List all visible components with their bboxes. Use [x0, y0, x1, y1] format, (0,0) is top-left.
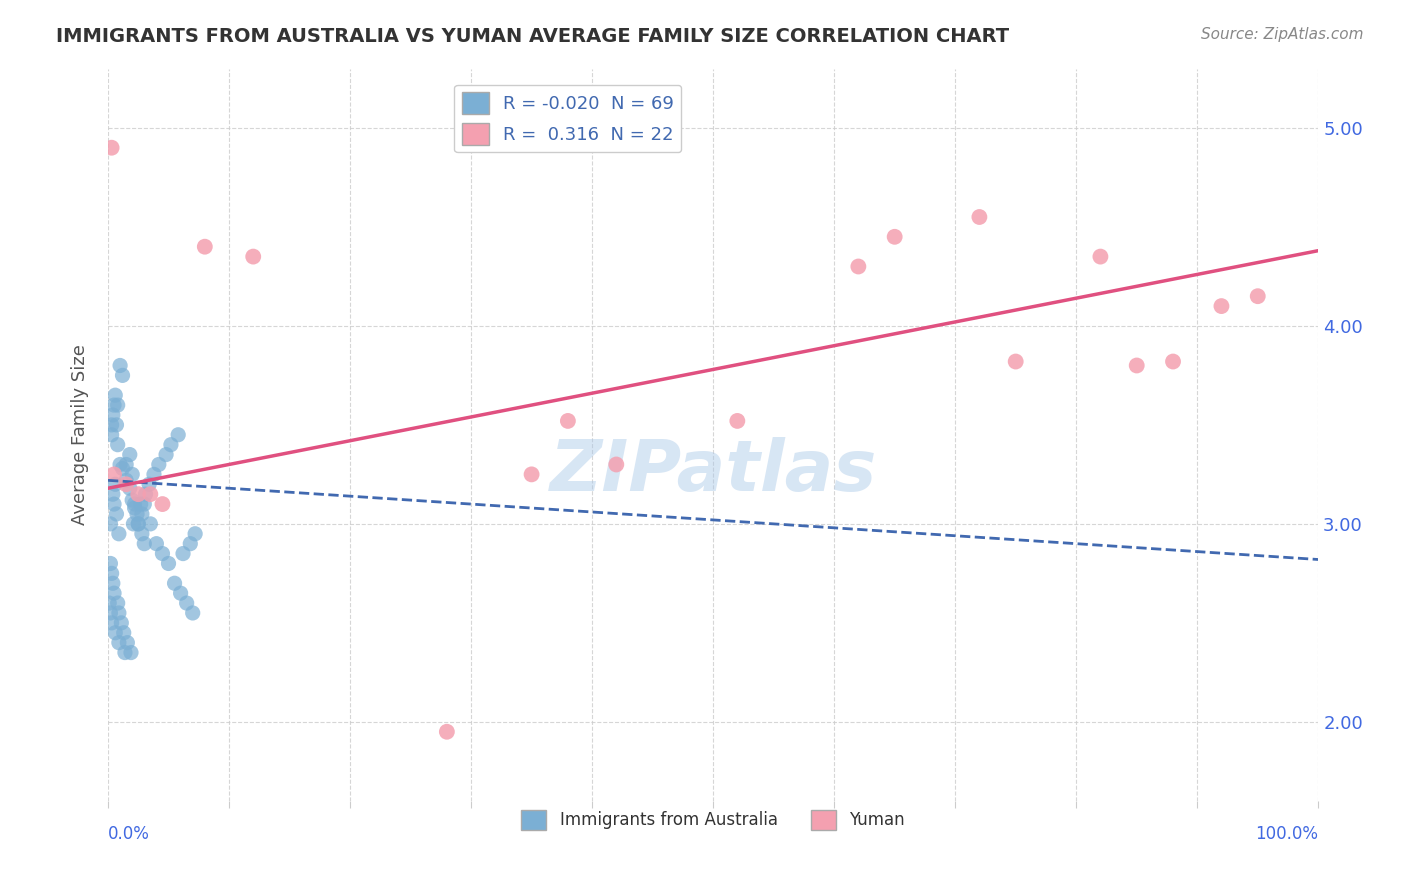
Point	[1004, 354, 1026, 368]
Point	[108, 635, 131, 649]
Point	[107, 438, 129, 452]
Point	[111, 461, 134, 475]
Text: ZIPatlas: ZIPatlas	[550, 437, 877, 506]
Point	[181, 606, 204, 620]
Text: IMMIGRANTS FROM AUSTRALIA VS YUMAN AVERAGE FAMILY SIZE CORRELATION CHART: IMMIGRANTS FROM AUSTRALIA VS YUMAN AVERA…	[56, 27, 1010, 45]
Point	[104, 388, 127, 402]
Point	[169, 586, 191, 600]
Text: Source: ZipAtlas.com: Source: ZipAtlas.com	[1201, 27, 1364, 42]
Text: 0.0%: 0.0%	[108, 825, 150, 843]
Point	[846, 260, 869, 274]
Point	[105, 507, 128, 521]
Point	[163, 576, 186, 591]
Point	[134, 497, 156, 511]
Point	[101, 487, 124, 501]
Point	[1161, 354, 1184, 368]
Point	[139, 487, 162, 501]
Point	[118, 448, 141, 462]
Point	[138, 477, 160, 491]
Point	[100, 606, 122, 620]
Point	[100, 427, 122, 442]
Point	[103, 467, 125, 482]
Point	[148, 458, 170, 472]
Point	[242, 250, 264, 264]
Point	[111, 368, 134, 383]
Point	[98, 596, 121, 610]
Point	[122, 516, 145, 531]
Point	[110, 615, 132, 630]
Point	[107, 398, 129, 412]
Point	[107, 596, 129, 610]
Point	[152, 547, 174, 561]
Point	[131, 526, 153, 541]
Y-axis label: Average Family Size: Average Family Size	[72, 344, 89, 525]
Point	[725, 414, 748, 428]
Point	[520, 467, 543, 482]
Point	[112, 625, 135, 640]
Point	[605, 458, 627, 472]
Point	[108, 606, 131, 620]
Text: 100.0%: 100.0%	[1256, 825, 1319, 843]
Point	[125, 507, 148, 521]
Point	[100, 557, 122, 571]
Point	[103, 398, 125, 412]
Point	[131, 507, 153, 521]
Point	[129, 497, 152, 511]
Point	[103, 586, 125, 600]
Point	[1125, 359, 1147, 373]
Point	[114, 646, 136, 660]
Point	[167, 427, 190, 442]
Point	[139, 516, 162, 531]
Point	[152, 497, 174, 511]
Point	[160, 438, 183, 452]
Point	[115, 473, 138, 487]
Point	[115, 477, 138, 491]
Point	[172, 547, 194, 561]
Point	[101, 576, 124, 591]
Point	[124, 501, 146, 516]
Point	[100, 417, 122, 432]
Point	[134, 487, 156, 501]
Point	[120, 646, 142, 660]
Point	[121, 467, 143, 482]
Point	[179, 536, 201, 550]
Point	[143, 467, 166, 482]
Point	[101, 408, 124, 422]
Legend: Immigrants from Australia, Yuman: Immigrants from Australia, Yuman	[515, 803, 911, 837]
Point	[127, 516, 149, 531]
Point	[117, 635, 139, 649]
Point	[557, 414, 579, 428]
Point	[104, 625, 127, 640]
Point	[134, 536, 156, 550]
Point	[100, 141, 122, 155]
Point	[118, 481, 141, 495]
Point	[157, 557, 180, 571]
Point	[100, 516, 122, 531]
Point	[194, 240, 217, 254]
Point	[1211, 299, 1233, 313]
Point	[127, 516, 149, 531]
Point	[1090, 250, 1112, 264]
Point	[115, 458, 138, 472]
Point	[155, 448, 177, 462]
Point	[436, 724, 458, 739]
Point	[145, 536, 167, 550]
Point	[100, 615, 122, 630]
Point	[124, 497, 146, 511]
Point	[108, 526, 131, 541]
Point	[176, 596, 198, 610]
Point	[104, 477, 127, 491]
Point	[883, 229, 905, 244]
Point	[969, 210, 991, 224]
Point	[103, 497, 125, 511]
Point	[105, 417, 128, 432]
Point	[108, 458, 131, 472]
Point	[184, 526, 207, 541]
Point	[121, 493, 143, 508]
Point	[100, 566, 122, 581]
Point	[108, 359, 131, 373]
Point	[127, 487, 149, 501]
Point	[1247, 289, 1270, 303]
